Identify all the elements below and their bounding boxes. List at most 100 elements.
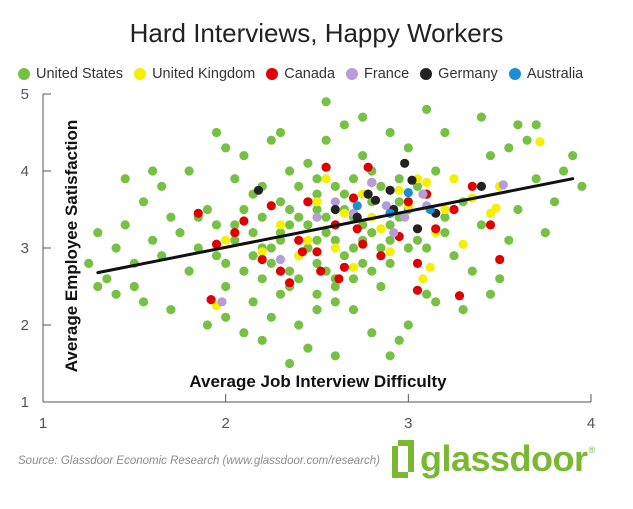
- data-point: [239, 328, 249, 338]
- x-tick-label: 4: [587, 415, 595, 432]
- data-point: [239, 151, 249, 161]
- data-point: [339, 120, 349, 130]
- data-point: [385, 351, 395, 361]
- data-point: [385, 127, 395, 138]
- data-point: [367, 266, 377, 276]
- y-tick-label: 1: [21, 394, 29, 411]
- data-point: [321, 97, 331, 107]
- glassdoor-logo: glassdoor ®: [392, 437, 595, 481]
- data-point: [330, 235, 340, 245]
- data-point: [385, 258, 395, 268]
- data-points: [84, 97, 587, 369]
- data-point: [449, 174, 459, 184]
- data-point: [166, 305, 176, 315]
- data-point: [120, 220, 130, 230]
- data-point: [498, 180, 508, 190]
- data-point: [334, 274, 344, 284]
- data-point: [312, 247, 322, 257]
- x-axis-label: Average Job Interview Difficulty: [189, 372, 447, 391]
- data-point: [138, 197, 149, 207]
- data-point: [193, 243, 203, 253]
- data-point: [184, 266, 194, 276]
- data-point: [467, 266, 477, 276]
- data-point: [285, 278, 295, 288]
- data-point: [476, 181, 486, 191]
- y-tick-label: 3: [21, 240, 29, 257]
- data-point: [217, 297, 227, 307]
- data-point: [385, 220, 395, 230]
- data-point: [412, 258, 423, 268]
- data-point: [275, 254, 286, 265]
- data-point: [352, 224, 362, 234]
- legend-item: Canada: [266, 66, 335, 82]
- data-point: [330, 281, 340, 292]
- source-note: Source: Glassdoor Economic Research (www…: [18, 455, 380, 467]
- data-point: [312, 174, 322, 184]
- data-point: [275, 127, 286, 138]
- data-point: [166, 212, 176, 222]
- data-point: [403, 243, 413, 253]
- data-point: [330, 297, 340, 307]
- data-point: [294, 320, 304, 330]
- data-point: [312, 212, 322, 222]
- data-point: [230, 228, 240, 238]
- data-point: [303, 197, 313, 207]
- data-point: [440, 204, 450, 215]
- data-point: [184, 166, 194, 176]
- data-point: [535, 137, 545, 147]
- data-point: [266, 201, 276, 211]
- data-point: [257, 254, 267, 265]
- data-point: [221, 235, 231, 245]
- data-point: [148, 166, 158, 176]
- data-point: [431, 224, 441, 234]
- data-point: [120, 174, 130, 184]
- data-point: [248, 251, 258, 261]
- data-point: [285, 204, 295, 215]
- data-point: [568, 151, 578, 161]
- data-point: [275, 197, 286, 207]
- data-point: [577, 181, 587, 191]
- data-point: [275, 289, 286, 299]
- data-point: [148, 235, 158, 245]
- data-point: [348, 262, 359, 272]
- data-point: [352, 201, 362, 211]
- glassdoor-door-icon: [392, 440, 414, 478]
- data-point: [559, 166, 569, 176]
- data-point: [495, 254, 505, 265]
- data-point: [376, 181, 386, 191]
- data-point: [403, 197, 413, 207]
- data-point: [257, 335, 267, 345]
- data-point: [294, 274, 304, 284]
- legend-swatch: [346, 68, 359, 80]
- y-tick-label: 5: [21, 86, 29, 103]
- data-point: [431, 297, 441, 307]
- data-point: [385, 247, 395, 257]
- data-point: [297, 247, 307, 257]
- data-point: [485, 151, 496, 161]
- legend-item: Germany: [420, 66, 498, 82]
- data-point: [358, 151, 368, 161]
- data-point: [248, 228, 258, 238]
- data-point: [485, 220, 496, 230]
- data-point: [312, 258, 322, 268]
- data-point: [312, 289, 322, 299]
- data-point: [449, 251, 459, 261]
- data-point: [257, 212, 267, 222]
- data-point: [321, 174, 331, 184]
- data-point: [504, 235, 514, 245]
- data-point: [303, 235, 313, 245]
- legend-label: Germany: [438, 66, 498, 82]
- data-point: [211, 220, 222, 230]
- data-point: [376, 224, 386, 234]
- data-point: [348, 274, 359, 284]
- legend-label: United States: [36, 66, 124, 82]
- data-point: [363, 162, 373, 172]
- data-point: [381, 201, 391, 211]
- data-point: [367, 328, 377, 338]
- data-point: [422, 177, 432, 188]
- x-tick-label: 2: [221, 415, 229, 432]
- legend-swatch: [508, 68, 521, 80]
- data-point: [257, 247, 267, 257]
- data-point: [339, 251, 349, 261]
- legend-item: United Kingdom: [134, 66, 255, 82]
